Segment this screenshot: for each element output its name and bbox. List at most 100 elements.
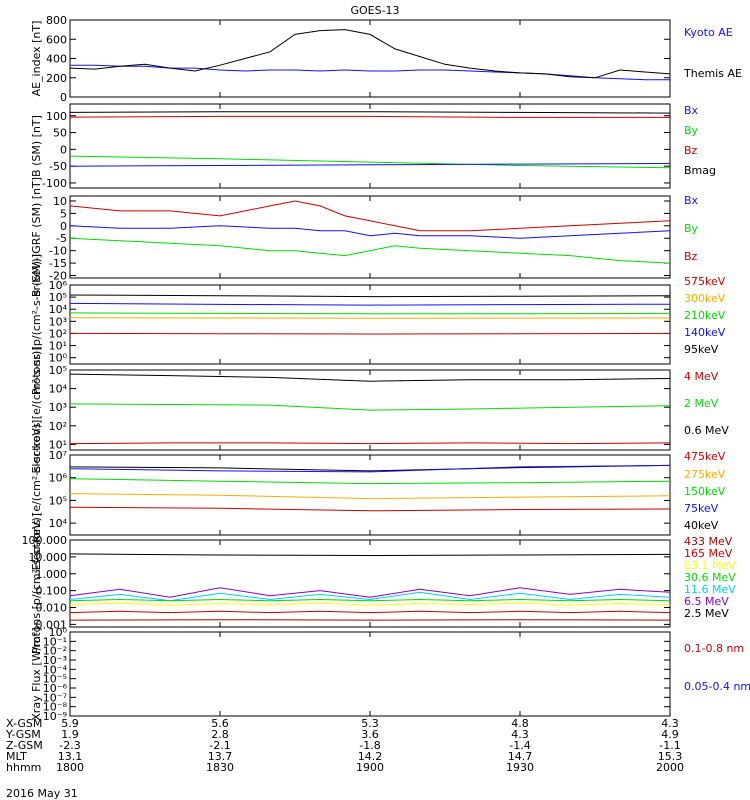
- y-tick-label: 10⁶: [49, 472, 68, 485]
- series-line-2-mev: [69, 403, 671, 411]
- legend-entry: 275keV: [684, 468, 726, 481]
- legend-entry: 210keV: [684, 309, 726, 322]
- y-tick-label: 5: [60, 207, 67, 220]
- series-line-210kev: [69, 312, 671, 315]
- panel-protons2: 0.001 0.010 0.100 1.000 10.000 100.000Protons…: [22, 513, 737, 654]
- y-tick-label: 0.010: [36, 602, 68, 615]
- y-tick-label: 0.001: [36, 618, 68, 631]
- x-tick-label: 1830: [206, 761, 234, 774]
- y-tick-label: 10⁻⁵: [43, 673, 67, 686]
- y-tick-label: 200: [46, 72, 67, 85]
- series-line-140kev: [69, 302, 671, 306]
- legend-entry: By: [684, 222, 699, 235]
- series-line-150kev: [69, 478, 671, 485]
- x-tick-label: 14.2: [358, 750, 383, 763]
- x-tick-label: 1930: [506, 761, 534, 774]
- y-axis-label: Protons [p/(cm²-s-sr-keV)]: [30, 513, 43, 654]
- x-tick-label: -1.1: [659, 739, 680, 752]
- x-row-name: X-GSM: [6, 717, 42, 730]
- legend-entry: Bz: [684, 250, 698, 263]
- legend-entry: 475keV: [684, 450, 726, 463]
- legend-entry: 2 MeV: [684, 397, 719, 410]
- y-tick-label: 10⁴: [49, 303, 68, 316]
- panel-electrons2: 10⁴ 10⁵ 10⁶ 10⁷ Electrons [e/(cm²-s-sr-keV)]…: [30, 420, 726, 571]
- series-line-63-1-mev: [69, 602, 671, 606]
- series-line-6-5-mev: [69, 587, 671, 598]
- series-line-by: [69, 237, 671, 264]
- y-tick-label: 0: [60, 220, 67, 233]
- y-axis-label: B (SM)-IGRF (SM) [nT]: [30, 177, 43, 297]
- panel-electrons1: 10¹ 10² 10³ 10⁴ 10⁵ Electrons [e/(cm²-s-sr)] 4…: [30, 346, 729, 473]
- y-tick-label: 10¹: [49, 340, 67, 353]
- legend-entry: Kyoto AE: [684, 26, 733, 39]
- x-tick-label: 1.9: [61, 728, 79, 741]
- legend-entry: 0.05-0.4 nm: [684, 680, 750, 693]
- x-tick-label: -2.1: [209, 739, 230, 752]
- legend-entry: 0.6 MeV: [684, 424, 729, 437]
- y-tick-label: 10⁵: [49, 364, 67, 377]
- x-tick-label: 2.8: [211, 728, 229, 741]
- x-tick-label: 15.3: [658, 750, 683, 763]
- legend-entry: 300keV: [684, 292, 726, 305]
- y-axis-label: Electrons [e/(cm²-s-sr)]: [30, 346, 43, 473]
- x-tick-label: 5.6: [211, 717, 229, 730]
- series-line-575kev: [69, 332, 671, 335]
- legend-entry: 75keV: [684, 502, 719, 515]
- y-tick-label: 0: [60, 143, 67, 156]
- series-line-75kev: [69, 464, 671, 473]
- legend-entry: 30.6 MeV: [684, 571, 736, 584]
- legend-entry: 11.6 MeV: [684, 583, 736, 596]
- legend-entry: 95keV: [684, 343, 719, 356]
- y-tick-label: 10²: [49, 327, 67, 340]
- y-tick-label: -20: [49, 270, 67, 283]
- y-tick-label: 10⁰: [49, 626, 68, 639]
- y-tick-label: 10⁰: [49, 352, 68, 365]
- y-tick-label: 10⁴: [49, 383, 68, 396]
- series-line-themis-ae: [69, 29, 671, 79]
- y-tick-label: 10⁻⁷: [43, 691, 67, 704]
- y-tick-label: 10: [53, 195, 67, 208]
- x-tick-label: 4.3: [661, 717, 679, 730]
- legend-entry: 4 MeV: [684, 370, 719, 383]
- x-tick-label: -1.4: [509, 739, 530, 752]
- legend-entry: 575keV: [684, 275, 726, 288]
- y-tick-label: 10⁻⁸: [43, 701, 68, 714]
- y-axis-label: Electrons [e/(cm²-s-sr-keV)]: [30, 420, 43, 571]
- series-line-475kev: [69, 506, 671, 512]
- legend-entry: 165 MeV: [684, 547, 733, 560]
- legend-entry: Bx: [684, 194, 699, 207]
- series-line-95kev: [69, 294, 671, 298]
- y-tick-label: 10⁷: [49, 449, 67, 462]
- y-tick-label: 10⁶: [49, 279, 68, 292]
- series-line-275kev: [69, 493, 671, 500]
- y-tick-label: 10²: [49, 420, 67, 433]
- y-tick-label: 10⁻²: [43, 645, 67, 658]
- y-axis-label: Protons [p/(cm²-s-sr-keV)]: [30, 254, 43, 395]
- y-tick-label: 0: [60, 91, 67, 104]
- y-axis-label: Xray Flux [W/m²]: [30, 627, 43, 720]
- series-line-165-mev: [69, 610, 671, 614]
- y-tick-label: -15: [49, 257, 67, 270]
- x-tick-label: 2000: [656, 761, 684, 774]
- legend-entry: Bmag: [684, 164, 716, 177]
- y-tick-label: 10⁻⁹: [43, 710, 67, 723]
- x-row-name: MLT: [6, 750, 27, 763]
- x-tick-label: 13.7: [208, 750, 233, 763]
- y-tick-label: 100: [46, 110, 67, 123]
- legend-entry: Bz: [684, 144, 698, 157]
- x-tick-label: 4.9: [661, 728, 679, 741]
- y-tick-label: 10⁵: [49, 494, 67, 507]
- y-axis-label: AE_index [nT]: [30, 21, 43, 97]
- series-line-2-5-mev: [69, 553, 671, 557]
- legend-entry: 150keV: [684, 485, 726, 498]
- x-tick-label: 3.6: [361, 728, 379, 741]
- x-tick-label: 5.9: [61, 717, 79, 730]
